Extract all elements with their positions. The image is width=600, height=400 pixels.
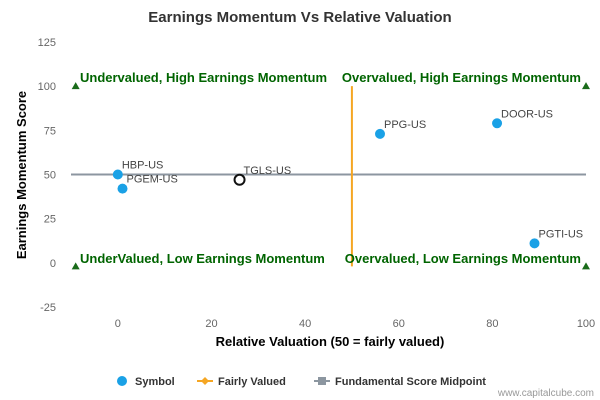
- quadrant-label-bottom-left: UnderValued, Low Earnings Momentum: [80, 251, 325, 266]
- x-axis-title: Relative Valuation (50 = fairly valued): [216, 334, 445, 349]
- y-tick-label: 50: [44, 170, 56, 182]
- legend-label: Symbol: [135, 376, 175, 388]
- data-point-label: PPG-US: [384, 119, 426, 131]
- data-point: [529, 238, 540, 249]
- y-tick-label: -25: [40, 302, 56, 314]
- data-point-label: DOOR-US: [501, 108, 553, 120]
- legend-item: Symbol: [117, 376, 175, 388]
- data-point-label: HBP-US: [122, 160, 164, 172]
- x-tick-label: 20: [205, 318, 217, 330]
- legend-diamond-icon: [201, 377, 209, 385]
- x-tick-label: 60: [393, 318, 405, 330]
- legend-item: Fairly Valued: [197, 376, 286, 388]
- x-tick-label: 80: [486, 318, 498, 330]
- legend-label: Fairly Valued: [218, 376, 286, 388]
- data-point: [112, 169, 123, 180]
- quadrant-label-top-left: Undervalued, High Earnings Momentum: [80, 70, 327, 85]
- quadrant-marker: [582, 82, 590, 90]
- quadrant-marker: [71, 82, 80, 90]
- quadrant-marker: [71, 262, 80, 270]
- data-point-label: PGTI-US: [539, 228, 584, 240]
- data-point: [492, 118, 503, 129]
- legend-symbol-icon: [117, 376, 127, 386]
- legend: Symbol Fairly Valued Fundamental Score Mid…: [117, 376, 486, 388]
- x-tick-label: 0: [115, 318, 121, 330]
- data-point-label: TGLS-US: [244, 165, 292, 177]
- quadrant-label-bottom-right: Overvalued, Low Earnings Momentum: [345, 251, 581, 266]
- y-tick-label: 100: [38, 81, 56, 93]
- legend-square-icon: [318, 377, 326, 385]
- legend-item: Fundamental Score Midpoint: [314, 376, 486, 388]
- credit-text: www.capitalcube.com: [497, 388, 594, 399]
- chart-title: Earnings Momentum Vs Relative Valuation: [148, 9, 451, 26]
- quadrant-label-top-right: Overvalued, High Earnings Momentum: [342, 70, 581, 85]
- plot-area: 0 20 40 60 80 100 -25 0 25 50 75 100 125 Undervalued,…: [38, 37, 596, 330]
- quadrant-marker: [582, 262, 590, 270]
- legend-label: Fundamental Score Midpoint: [335, 376, 486, 388]
- x-tick-label: 100: [577, 318, 595, 330]
- y-axis-title: Earnings Momentum Score: [14, 91, 29, 259]
- data-point: [375, 128, 385, 139]
- data-point: [117, 183, 128, 194]
- y-tick-label: 125: [38, 37, 56, 49]
- y-tick-label: 75: [44, 125, 56, 137]
- x-tick-label: 40: [299, 318, 311, 330]
- y-tick-label: 0: [50, 258, 56, 270]
- data-point-highlight: [233, 173, 246, 186]
- y-tick-label: 25: [44, 214, 56, 226]
- data-point-label: PGEM-US: [127, 174, 178, 186]
